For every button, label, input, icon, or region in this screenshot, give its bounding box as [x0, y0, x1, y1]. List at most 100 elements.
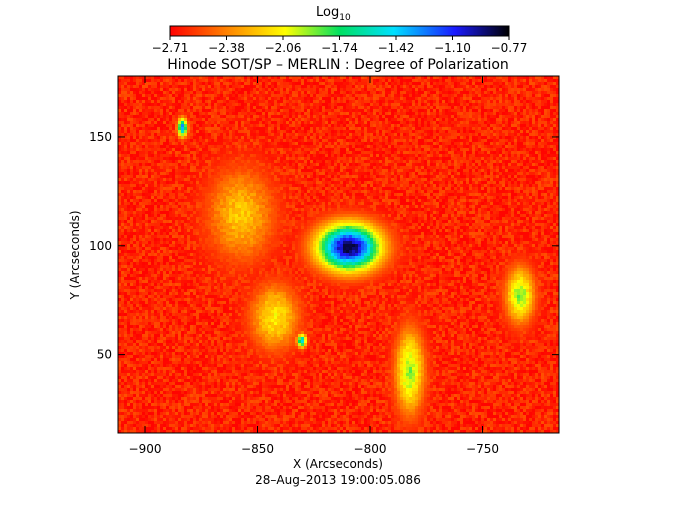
heatmap-cell [223, 172, 226, 175]
heatmap-cell [274, 121, 277, 124]
heatmap-cell [502, 121, 505, 124]
heatmap-cell [505, 133, 508, 136]
heatmap-cell [421, 127, 424, 130]
heatmap-cell [136, 127, 139, 130]
heatmap-cell [496, 118, 499, 121]
heatmap-cell [301, 109, 304, 112]
heatmap-cell [304, 112, 307, 115]
heatmap-cell [154, 127, 157, 130]
heatmap-cell [298, 97, 301, 100]
heatmap-cell [205, 88, 208, 91]
heatmap-cell [403, 139, 406, 142]
heatmap-cell [136, 109, 139, 112]
heatmap-cell [268, 175, 271, 178]
heatmap-cell [547, 163, 550, 166]
heatmap-cell [526, 109, 529, 112]
heatmap-cell [295, 97, 298, 100]
heatmap-cell [280, 127, 283, 130]
heatmap-cell [292, 109, 295, 112]
heatmap-cell [409, 145, 412, 148]
heatmap-cell [391, 157, 394, 160]
heatmap-cell [397, 85, 400, 88]
heatmap-cell [487, 136, 490, 139]
heatmap-cell [193, 163, 196, 166]
heatmap-cell [541, 133, 544, 136]
heatmap-cell [508, 136, 511, 139]
heatmap-cell [256, 121, 259, 124]
heatmap-cell [532, 163, 535, 166]
heatmap-cell [292, 103, 295, 106]
heatmap-cell [526, 169, 529, 172]
heatmap-cell [286, 139, 289, 142]
heatmap-cell [124, 151, 127, 154]
heatmap-cell [184, 151, 187, 154]
heatmap-cell [139, 130, 142, 133]
heatmap-cell [433, 136, 436, 139]
heatmap-cell [493, 160, 496, 163]
heatmap-cell [490, 136, 493, 139]
heatmap-cell [136, 124, 139, 127]
heatmap-cell [535, 139, 538, 142]
heatmap-cell [163, 76, 166, 79]
heatmap-cell [481, 145, 484, 148]
heatmap-cell [127, 91, 130, 94]
heatmap-cell [469, 157, 472, 160]
heatmap-cell [409, 124, 412, 127]
heatmap-cell [190, 127, 193, 130]
heatmap-cell [463, 139, 466, 142]
heatmap-cell [187, 163, 190, 166]
heatmap-cell [394, 109, 397, 112]
heatmap-cell [532, 148, 535, 151]
heatmap-cell [262, 127, 265, 130]
heatmap-cell [454, 172, 457, 175]
heatmap-cell [283, 166, 286, 169]
heatmap-cell [364, 112, 367, 115]
heatmap-cell [136, 160, 139, 163]
heatmap-cell [271, 91, 274, 94]
heatmap-cell [466, 118, 469, 121]
heatmap-cell [520, 124, 523, 127]
heatmap-cell [142, 127, 145, 130]
heatmap-cell [550, 82, 553, 85]
heatmap-cell [307, 169, 310, 172]
heatmap-cell [418, 169, 421, 172]
heatmap-cell [373, 82, 376, 85]
heatmap-cell [139, 91, 142, 94]
heatmap-cell [397, 166, 400, 169]
heatmap-cell [361, 76, 364, 79]
heatmap-cell [457, 160, 460, 163]
heatmap-cell [481, 175, 484, 178]
heatmap-cell [292, 136, 295, 139]
heatmap-cell [235, 145, 238, 148]
heatmap-cell [163, 94, 166, 97]
heatmap-cell [157, 106, 160, 109]
heatmap-cell [349, 85, 352, 88]
heatmap-cell [463, 100, 466, 103]
heatmap-cell [340, 133, 343, 136]
heatmap-cell [271, 154, 274, 157]
heatmap-cell [373, 79, 376, 82]
heatmap-cell [505, 103, 508, 106]
heatmap-cell [319, 85, 322, 88]
heatmap-cell [187, 79, 190, 82]
heatmap-cell [301, 145, 304, 148]
heatmap-cell [181, 127, 184, 130]
heatmap-cell [433, 139, 436, 142]
heatmap-cell [118, 139, 121, 142]
heatmap-cell [499, 151, 502, 154]
heatmap-cell [181, 172, 184, 175]
heatmap-cell [151, 148, 154, 151]
heatmap-cell [295, 163, 298, 166]
heatmap-cell [541, 151, 544, 154]
heatmap-cell [118, 76, 121, 79]
heatmap-cell [367, 127, 370, 130]
heatmap-cell [316, 157, 319, 160]
heatmap-cell [121, 166, 124, 169]
heatmap-cell [433, 121, 436, 124]
heatmap-cell [238, 91, 241, 94]
heatmap-cell [208, 166, 211, 169]
heatmap-cell [517, 118, 520, 121]
heatmap-cell [331, 100, 334, 103]
heatmap-cell [406, 157, 409, 160]
heatmap-cell [202, 76, 205, 79]
